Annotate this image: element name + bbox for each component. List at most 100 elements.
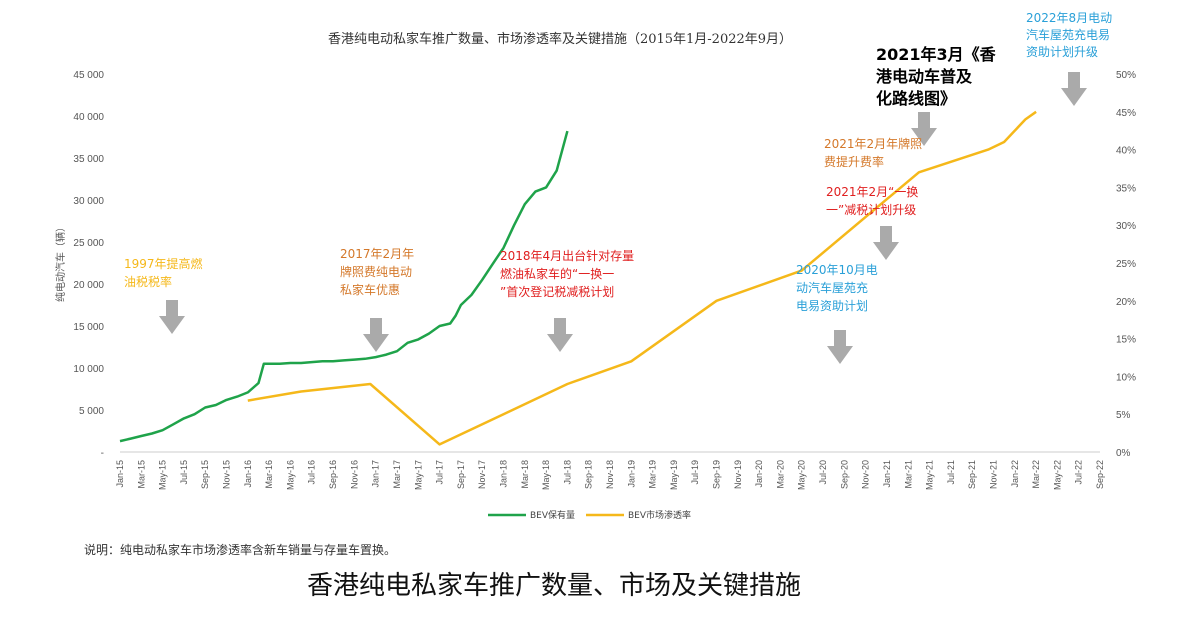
legend-label-bev-penetration: BEV市场渗透率: [628, 509, 691, 521]
y-tick-label: 30 000: [73, 196, 104, 207]
x-tick-label: Jul-22: [1074, 460, 1084, 485]
annotation-line: 2018年4月出台针对存量: [500, 248, 634, 263]
x-tick-label: Mar-21: [903, 460, 913, 489]
annotation-line: 燃油私家车的“一换一: [500, 266, 614, 281]
x-tick-label: Nov-15: [222, 460, 232, 489]
x-tick-label: Sep-21: [967, 460, 977, 489]
down-arrow-icon: [827, 330, 853, 364]
y-tick-label: 25 000: [73, 238, 104, 249]
annotation-line: 私家车优惠: [340, 282, 400, 297]
down-arrow-icon: [159, 300, 185, 334]
annotation-line: 化路线图》: [876, 89, 956, 108]
y-tick-label: 45 000: [73, 70, 104, 81]
series-line-bev-penetration: [247, 110, 1037, 446]
annotation-line: 港电动车普及: [876, 67, 973, 86]
y-tick-label: 5 000: [79, 406, 104, 417]
x-tick-label: May-16: [285, 460, 295, 490]
x-tick-label: May-19: [669, 460, 679, 490]
down-arrow-icon: [1061, 72, 1087, 106]
annotation-text: 2022年8月电动汽车屋苑充电易资助计划升级: [1026, 11, 1112, 59]
y2-tick-label: 20%: [1116, 297, 1136, 308]
annotation-line: 油税税率: [124, 274, 172, 289]
annotation-line: 2021年3月《香: [876, 45, 997, 64]
x-tick-label: May-18: [541, 460, 551, 490]
annotation-text: 1997年提高燃油税税率: [124, 256, 203, 289]
x-tick-label: Sep-22: [1095, 460, 1105, 489]
x-tick-label: Jan-18: [498, 460, 508, 488]
x-tick-label: Sep-17: [456, 460, 466, 489]
x-tick-label: Jul-19: [690, 460, 700, 485]
y2-axis-ticks: 0% 5% 10% 15% 20% 25% 30% 35% 40% 45% 50%: [1116, 70, 1136, 459]
series-layer: [119, 110, 1037, 446]
x-tick-label: Mar-22: [1031, 460, 1041, 489]
annotation-line: ”首次登记税减税计划: [500, 284, 614, 299]
x-axis-ticks: Jan-15 Mar-15 May-15 Jul-15 Sep-15 Nov-15 Jan-…: [115, 460, 1105, 490]
annotation-line: 资助计划升级: [1026, 45, 1098, 59]
x-tick-label: Sep-15: [200, 460, 210, 489]
series-line-bev-stock: [119, 130, 569, 443]
annotation-line: 2021年2月年牌照: [824, 137, 922, 151]
x-tick-label: Jan-19: [626, 460, 636, 488]
y2-tick-label: 25%: [1116, 259, 1136, 270]
y-tick-label: -: [101, 448, 104, 459]
annotation-line: 一”减税计划升级: [826, 203, 916, 217]
x-tick-label: Mar-17: [392, 460, 402, 489]
y2-tick-label: 35%: [1116, 183, 1136, 194]
down-arrow-icon: [363, 318, 389, 352]
annotation-line: 2021年2月“一换: [826, 185, 918, 199]
y-tick-label: 40 000: [73, 112, 104, 123]
annotation-text: 2020年10月电动汽车屋苑充电易资助计划: [796, 263, 878, 313]
x-tick-label: Nov-19: [733, 460, 743, 489]
y2-tick-label: 10%: [1116, 372, 1136, 383]
x-tick-label: Nov-18: [605, 460, 615, 489]
x-tick-label: Mar-16: [264, 460, 274, 489]
chart-note: 说明：纯电动私家车市场渗透率含新车销量与存量车置换。: [84, 542, 396, 557]
x-tick-label: Mar-18: [520, 460, 530, 489]
x-tick-label: Mar-19: [648, 460, 658, 489]
x-tick-label: May-21: [925, 460, 935, 490]
x-tick-label: Nov-17: [477, 460, 487, 489]
annotation-line: 2022年8月电动: [1026, 11, 1112, 25]
annotation-text: 2021年2月年牌照费提升费率: [824, 137, 922, 169]
annotation-text: 2021年2月“一换一”减税计划升级: [826, 185, 918, 217]
x-tick-label: Sep-18: [584, 460, 594, 489]
x-tick-label: May-17: [413, 460, 423, 490]
annotation-line: 1997年提高燃: [124, 256, 203, 271]
y-axis-ticks: - 5 000 10 000 15 000 20 000 25 000 30 000 35 0…: [73, 70, 104, 459]
x-tick-label: Jan-21: [882, 460, 892, 488]
y2-tick-label: 40%: [1116, 146, 1136, 157]
x-tick-label: Nov-21: [988, 460, 998, 489]
x-tick-label: Jul-17: [435, 460, 445, 485]
annotation-text: 2021年3月《香港电动车普及化路线图》: [876, 45, 997, 108]
annotation-line: 2020年10月电: [796, 263, 878, 277]
annotation-text: 2018年4月出台针对存量燃油私家车的“一换一 ”首次登记税减税计划: [500, 248, 634, 299]
annotation-text: 2017年2月年牌照费纯电动私家车优惠: [340, 247, 414, 297]
x-tick-label: Jan-22: [1010, 460, 1020, 488]
x-tick-label: Jul-15: [179, 460, 189, 485]
x-tick-label: Nov-16: [349, 460, 359, 489]
x-tick-label: Jul-20: [818, 460, 828, 485]
y2-tick-label: 45%: [1116, 108, 1136, 119]
x-tick-label: Jan-20: [754, 460, 764, 488]
chart-title: 香港纯电动私家车推广数量、市场渗透率及关键措施（2015年1月-2022年9月）: [328, 31, 792, 47]
y2-tick-label: 5%: [1116, 410, 1131, 421]
y-tick-label: 35 000: [73, 154, 104, 165]
x-tick-label: Nov-20: [861, 460, 871, 489]
x-tick-label: Jan-16: [243, 460, 253, 488]
y2-tick-label: 50%: [1116, 70, 1136, 81]
legend-label-bev-stock: BEV保有量: [530, 509, 575, 521]
down-arrow-icon: [911, 112, 937, 146]
y-axis-label: 纯电动汽车（辆）: [54, 222, 67, 302]
annotation-line: 电易资助计划: [796, 299, 868, 313]
y2-tick-label: 30%: [1116, 221, 1136, 232]
y2-tick-label: 0%: [1116, 448, 1131, 459]
figure-caption: 香港纯电私家车推广数量、市场及关键措施: [307, 571, 801, 601]
x-tick-label: Mar-20: [775, 460, 785, 489]
x-tick-label: Jan-15: [115, 460, 125, 488]
x-tick-label: Sep-16: [328, 460, 338, 489]
legend: BEV保有量 BEV市场渗透率: [488, 509, 691, 521]
x-tick-label: Jul-21: [946, 460, 956, 485]
annotation-line: 2017年2月年: [340, 247, 414, 261]
annotation-arrows: [159, 72, 1087, 364]
annotation-line: 牌照费纯电动: [340, 265, 412, 279]
